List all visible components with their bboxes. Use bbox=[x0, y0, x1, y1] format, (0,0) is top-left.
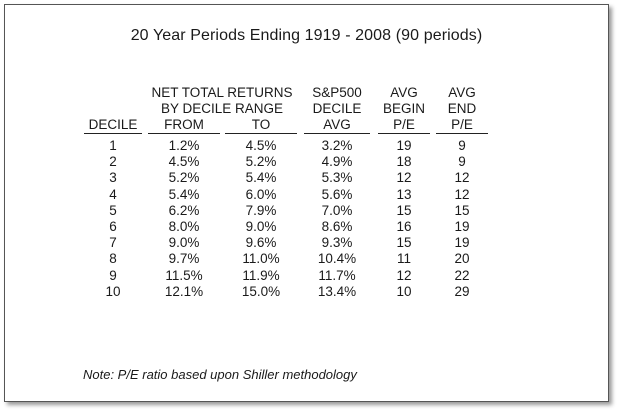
header-avg-end-1: AVG bbox=[448, 85, 476, 100]
from-cell: 5.4% bbox=[168, 186, 200, 202]
table-row: 2 4.5% 5.2% 4.9% 18 9 bbox=[81, 154, 491, 170]
decile-cell: 6 bbox=[109, 219, 117, 235]
end-pe-cell: 12 bbox=[454, 186, 470, 202]
to-cell: 5.4% bbox=[245, 170, 277, 186]
header-sp-decile: DECILE bbox=[312, 101, 362, 116]
begin-pe-cell: 12 bbox=[396, 170, 412, 186]
end-pe-cell: 9 bbox=[458, 154, 466, 170]
decile-cell: 5 bbox=[109, 202, 117, 218]
to-cell: 9.0% bbox=[245, 219, 277, 235]
decile-cell: 3 bbox=[109, 170, 117, 186]
decile-cell: 8 bbox=[109, 251, 117, 267]
sp-avg-cell: 4.9% bbox=[321, 154, 353, 170]
header-avg-begin-3: P/E bbox=[378, 117, 430, 134]
sp-avg-cell: 11.7% bbox=[318, 267, 356, 283]
header-net-total-returns: NET TOTAL RETURNS bbox=[151, 85, 293, 100]
from-cell: 5.2% bbox=[168, 170, 200, 186]
begin-pe-cell: 11 bbox=[396, 251, 411, 267]
table-row: 6 8.0% 9.0% 8.6% 16 19 bbox=[81, 219, 491, 235]
decile-cell: 2 bbox=[109, 154, 117, 170]
to-cell: 5.2% bbox=[245, 154, 277, 170]
to-cell: 15.0% bbox=[241, 283, 281, 299]
sp-avg-cell: 8.6% bbox=[321, 219, 353, 235]
to-cell: 11.9% bbox=[242, 267, 280, 283]
to-cell: 9.6% bbox=[245, 235, 277, 251]
decile-cell: 1 bbox=[109, 138, 117, 153]
header-from: FROM bbox=[148, 117, 220, 134]
end-pe-cell: 22 bbox=[454, 267, 470, 283]
table-row: 8 9.7% 11.0% 10.4% 11 20 bbox=[81, 251, 491, 267]
header-avg-end-3: P/E bbox=[436, 117, 488, 134]
from-cell: 8.0% bbox=[168, 219, 200, 235]
end-pe-cell: 29 bbox=[454, 283, 470, 299]
end-pe-cell: 19 bbox=[454, 235, 470, 251]
table-row: 5 6.2% 7.9% 7.0% 15 15 bbox=[81, 203, 491, 219]
sp-avg-cell: 10.4% bbox=[317, 251, 357, 267]
begin-pe-cell: 15 bbox=[396, 235, 412, 251]
begin-pe-cell: 19 bbox=[396, 138, 412, 153]
to-cell: 4.5% bbox=[245, 138, 277, 153]
header-blank bbox=[81, 85, 145, 101]
table-row: 1 1.2% 4.5% 3.2% 19 9 bbox=[81, 135, 491, 154]
header-avg-begin-1: AVG bbox=[390, 85, 418, 100]
header-to: TO bbox=[225, 117, 297, 134]
begin-pe-cell: 13 bbox=[396, 186, 412, 202]
table-row: 7 9.0% 9.6% 9.3% 15 19 bbox=[81, 235, 491, 251]
end-pe-cell: 20 bbox=[454, 251, 470, 267]
to-cell: 6.0% bbox=[245, 186, 277, 202]
begin-pe-cell: 12 bbox=[396, 267, 412, 283]
to-cell: 11.0% bbox=[242, 251, 280, 267]
begin-pe-cell: 15 bbox=[396, 202, 412, 218]
header-sp-avg: AVG bbox=[304, 117, 370, 134]
page-title: 20 Year Periods Ending 1919 - 2008 (90 p… bbox=[130, 27, 483, 44]
header-blank bbox=[81, 101, 145, 117]
begin-pe-cell: 18 bbox=[396, 154, 412, 170]
sp-avg-cell: 13.4% bbox=[317, 283, 357, 299]
sp-avg-cell: 9.3% bbox=[321, 235, 353, 251]
from-cell: 6.2% bbox=[168, 202, 200, 218]
end-pe-cell: 12 bbox=[454, 170, 470, 186]
header-sp500: S&P500 bbox=[312, 85, 362, 100]
decile-cell: 4 bbox=[109, 186, 117, 202]
table-row: 10 12.1% 15.0% 13.4% 10 29 bbox=[81, 284, 491, 300]
begin-pe-cell: 16 bbox=[396, 219, 412, 235]
end-pe-cell: 9 bbox=[458, 138, 466, 153]
decile-cell: 10 bbox=[105, 283, 121, 299]
begin-pe-cell: 10 bbox=[396, 283, 412, 299]
from-cell: 4.5% bbox=[168, 154, 200, 170]
from-cell: 11.5% bbox=[165, 267, 203, 283]
decile-returns-table: NET TOTAL RETURNS S&P500 AVG AVG BY DECI… bbox=[81, 85, 491, 300]
to-cell: 7.9% bbox=[245, 202, 277, 218]
header-avg-end-2: END bbox=[447, 101, 477, 116]
end-pe-cell: 15 bbox=[454, 202, 470, 218]
table-row: 9 11.5% 11.9% 11.7% 12 22 bbox=[81, 268, 491, 284]
sp-avg-cell: 3.2% bbox=[321, 138, 353, 153]
from-cell: 9.7% bbox=[168, 251, 200, 267]
footnote: Note: P/E ratio based upon Shiller metho… bbox=[83, 367, 357, 382]
header-decile: DECILE bbox=[84, 117, 142, 134]
sp-avg-cell: 5.3% bbox=[321, 170, 353, 186]
table-row: 3 5.2% 5.4% 5.3% 12 12 bbox=[81, 170, 491, 186]
from-cell: 1.2% bbox=[168, 138, 200, 153]
from-cell: 12.1% bbox=[164, 283, 204, 299]
decile-cell: 9 bbox=[109, 267, 117, 283]
decile-cell: 7 bbox=[109, 235, 117, 251]
from-cell: 9.0% bbox=[168, 235, 200, 251]
table-row: 4 5.4% 6.0% 5.6% 13 12 bbox=[81, 187, 491, 203]
header-by-decile-range: BY DECILE RANGE bbox=[160, 101, 284, 116]
sp-avg-cell: 5.6% bbox=[321, 186, 353, 202]
sp-avg-cell: 7.0% bbox=[321, 202, 353, 218]
header-avg-begin-2: BEGIN bbox=[382, 101, 425, 116]
table-frame: 20 Year Periods Ending 1919 - 2008 (90 p… bbox=[4, 4, 609, 402]
end-pe-cell: 19 bbox=[454, 219, 470, 235]
